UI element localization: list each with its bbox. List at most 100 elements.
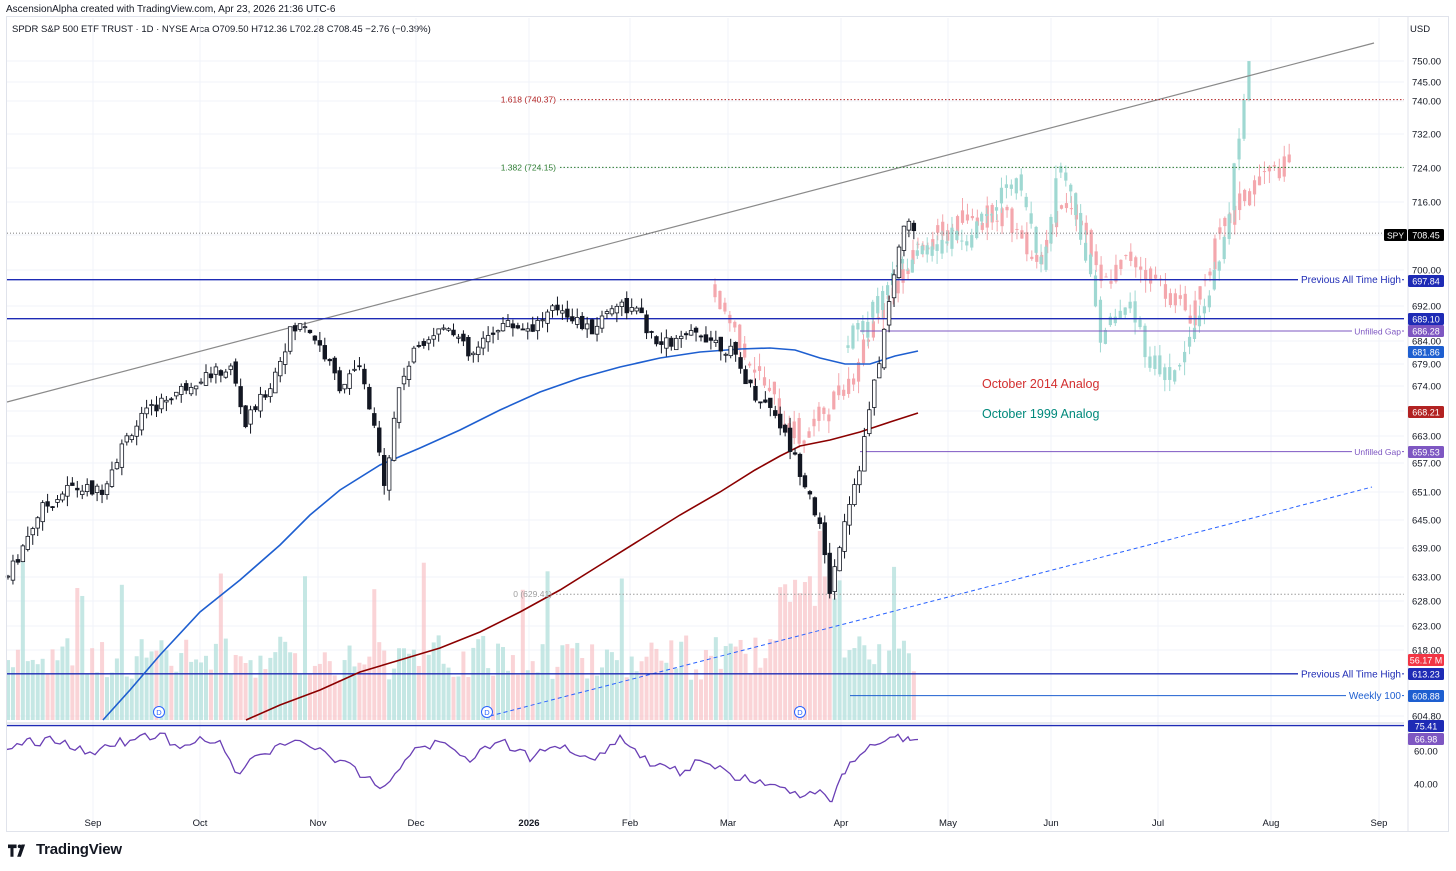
spy-candle (248, 405, 253, 434)
volume-bar (218, 573, 223, 720)
volume-bar (753, 637, 758, 720)
analog-2014-candle (1119, 259, 1123, 276)
volume-bar (213, 643, 218, 720)
analog-2014-candle (1198, 285, 1202, 305)
spy-candle (188, 382, 194, 397)
volume-bar (149, 651, 154, 720)
spy-candle (679, 330, 684, 348)
volume-bar (80, 595, 85, 720)
analog-2014-candle (852, 373, 856, 392)
spy-candles[interactable] (5, 218, 917, 600)
spy-candle (352, 360, 357, 372)
svg-text:D: D (484, 708, 490, 717)
price-tick: 639.00 (1412, 544, 1441, 555)
spy-candle (198, 378, 204, 385)
time-label: Sep (1371, 818, 1388, 829)
spy-candle (480, 331, 486, 356)
spy-candle (282, 343, 288, 375)
time-label: Mar (720, 818, 736, 829)
volume-bar (45, 673, 50, 720)
analog-1999-candle (1178, 363, 1182, 371)
volume-bar (114, 658, 119, 720)
volume-bar (674, 668, 679, 720)
spy-candle (134, 420, 139, 446)
analog-1999-candle (1227, 202, 1231, 245)
analog-annotation: October 2014 Analog (982, 377, 1099, 391)
moving-average-blue (102, 347, 919, 721)
price-tick: 745.00 (1412, 78, 1441, 89)
spy-candle (362, 363, 367, 390)
spy-candle (94, 483, 100, 502)
volume-bar (585, 678, 590, 720)
analog-2014-candle (1010, 206, 1014, 243)
analog-2014-candle (1099, 256, 1103, 289)
analog-1999-candle (985, 207, 989, 223)
analog-1999-candle (1222, 235, 1226, 264)
spy-candle (584, 316, 590, 338)
spy-candle (183, 380, 189, 395)
svg-text:608.88: 608.88 (1412, 692, 1440, 702)
volume-bar (416, 665, 421, 720)
spy-candle (708, 330, 714, 350)
analog-2014-candle (1129, 243, 1133, 267)
analog-1999-candle (994, 200, 999, 221)
volume-bar (317, 663, 322, 720)
svg-text:75.41: 75.41 (1415, 722, 1438, 732)
rsi-line (6, 732, 919, 803)
spy-candle (119, 439, 125, 476)
price-axis[interactable]: 750.00 745.00 740.00 732.00 724.00 716.00 708.… (1384, 16, 1444, 832)
spy-candle (70, 477, 75, 486)
volume-bar (248, 660, 253, 720)
level-label: Unfilled Gap (1354, 447, 1401, 457)
svg-text:681.86: 681.86 (1412, 348, 1440, 358)
volume-bar (337, 679, 342, 720)
analog-2014-candle (1124, 254, 1128, 260)
analog-1999-candle (1024, 192, 1028, 211)
volume-bar (90, 648, 95, 720)
spy-candle (426, 336, 431, 351)
analog-2014-candle (916, 237, 920, 249)
volume-bar (406, 653, 411, 720)
volume-bar (347, 645, 352, 720)
volume-bar (377, 642, 382, 720)
tradingview-brand[interactable]: TradingView (8, 841, 122, 858)
spy-candle (778, 406, 783, 436)
volume-bar (763, 658, 768, 720)
analog-2014-candle (1025, 222, 1029, 262)
volume-bar (387, 679, 392, 720)
spy-candle (129, 433, 134, 443)
time-axis[interactable]: Sep Oct Nov Dec 2026 Feb Mar Apr May Jun Jul Aug Sep (7, 810, 1408, 829)
volume-bar (258, 655, 263, 720)
volume-bar (10, 667, 15, 720)
analog-1999-candles (846, 61, 1251, 392)
analog-2014-candle (1238, 181, 1242, 221)
spy-candle (862, 427, 867, 472)
price-tick: 663.00 (1412, 432, 1441, 443)
analog-1999-candle (1128, 292, 1132, 314)
drawing-lines[interactable] (6, 42, 1404, 727)
price-tick: 657.00 (1412, 459, 1441, 470)
volume-bar (718, 668, 723, 720)
analog-2014-candle (807, 427, 811, 438)
fib-label: 0 (629.41) (513, 589, 552, 599)
analog-2014-candle (861, 334, 866, 367)
analog-2014-candle (1262, 161, 1267, 185)
volume-bar (570, 648, 575, 720)
analog-1999-candle (1014, 177, 1018, 200)
volume-bar (496, 643, 501, 720)
symbol-legend[interactable]: SPDR S&P 500 ETF TRUST · 1D · NYSE Arca … (12, 24, 431, 35)
price-badge: 686.28 (1408, 325, 1444, 337)
spy-candle (278, 357, 283, 383)
volume-bar (708, 655, 713, 720)
volume-bar (713, 637, 718, 720)
analog-2014-candle (1168, 288, 1172, 308)
spy-candle (817, 512, 822, 529)
spy-candle (753, 378, 758, 403)
time-label: Apr (834, 818, 849, 829)
analog-1999-candle (970, 228, 974, 251)
spy-candle (540, 312, 545, 328)
price-tick: 604.80 (1412, 712, 1441, 723)
volume-bar (694, 669, 699, 720)
spy-candle (545, 309, 550, 333)
